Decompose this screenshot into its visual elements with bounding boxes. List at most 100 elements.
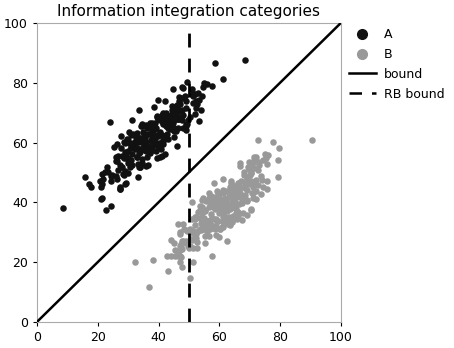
Point: [178, 95, 185, 101]
Point: [227, 190, 234, 196]
Point: [139, 129, 146, 135]
Point: [136, 135, 143, 140]
Point: [177, 260, 184, 265]
Point: [231, 190, 238, 196]
Point: [138, 160, 146, 166]
Point: [231, 183, 238, 189]
Point: [161, 133, 168, 139]
Point: [223, 238, 231, 244]
Point: [275, 157, 282, 163]
Point: [192, 105, 199, 111]
Point: [170, 134, 178, 140]
Point: [232, 201, 239, 207]
Point: [184, 227, 192, 233]
Point: [143, 141, 150, 147]
Point: [133, 154, 140, 159]
Point: [141, 131, 148, 136]
Point: [88, 184, 95, 190]
Point: [122, 141, 129, 146]
Point: [146, 120, 153, 126]
Point: [155, 143, 163, 149]
Point: [248, 179, 255, 184]
Point: [188, 87, 196, 92]
Point: [124, 160, 132, 166]
Point: [157, 141, 164, 146]
Point: [232, 202, 240, 208]
Point: [253, 188, 260, 193]
Point: [174, 117, 181, 122]
Point: [250, 184, 257, 189]
Point: [175, 98, 183, 104]
Point: [169, 117, 177, 122]
Point: [151, 121, 158, 127]
Point: [183, 123, 190, 129]
Point: [162, 112, 169, 118]
Point: [227, 179, 234, 184]
Point: [143, 140, 150, 145]
Point: [246, 165, 253, 170]
Point: [173, 144, 181, 149]
Point: [157, 154, 164, 160]
Point: [228, 200, 235, 206]
Point: [191, 236, 198, 241]
Point: [237, 164, 244, 169]
Point: [201, 233, 208, 238]
Point: [169, 126, 176, 132]
Point: [230, 200, 237, 206]
Point: [176, 101, 183, 107]
Point: [262, 155, 269, 160]
Point: [121, 149, 128, 155]
Point: [251, 157, 258, 163]
Point: [179, 240, 187, 246]
Point: [166, 126, 173, 132]
Point: [222, 195, 229, 201]
Point: [198, 218, 205, 223]
Point: [204, 221, 212, 226]
Point: [122, 155, 129, 161]
Point: [227, 190, 235, 196]
Point: [148, 134, 156, 139]
Point: [199, 196, 207, 201]
Point: [193, 239, 201, 245]
Point: [203, 219, 210, 224]
Point: [239, 197, 246, 203]
Point: [209, 224, 216, 229]
Point: [156, 140, 163, 146]
Point: [153, 113, 160, 119]
Point: [219, 190, 227, 196]
Point: [159, 121, 167, 127]
Point: [276, 145, 283, 151]
Point: [128, 152, 135, 157]
Point: [239, 195, 246, 200]
Point: [175, 94, 183, 100]
Point: [197, 107, 205, 112]
Point: [114, 167, 122, 173]
Point: [131, 147, 138, 152]
Point: [162, 112, 169, 117]
Point: [211, 203, 218, 208]
Point: [234, 214, 241, 219]
Point: [221, 189, 228, 194]
Point: [153, 114, 160, 120]
Point: [215, 199, 222, 204]
Point: [178, 109, 185, 114]
Point: [190, 91, 197, 96]
Point: [156, 118, 163, 123]
Point: [194, 90, 201, 96]
Point: [198, 204, 206, 210]
Point: [97, 196, 104, 202]
Point: [174, 125, 181, 130]
Point: [198, 93, 206, 99]
Point: [250, 181, 257, 187]
Point: [113, 158, 120, 164]
Point: [114, 176, 121, 181]
Point: [124, 149, 132, 154]
Point: [212, 198, 219, 203]
Point: [250, 155, 257, 160]
Point: [134, 174, 142, 180]
Point: [259, 157, 266, 163]
Point: [202, 240, 209, 246]
Point: [178, 254, 185, 259]
Point: [177, 229, 184, 235]
Point: [125, 140, 133, 146]
